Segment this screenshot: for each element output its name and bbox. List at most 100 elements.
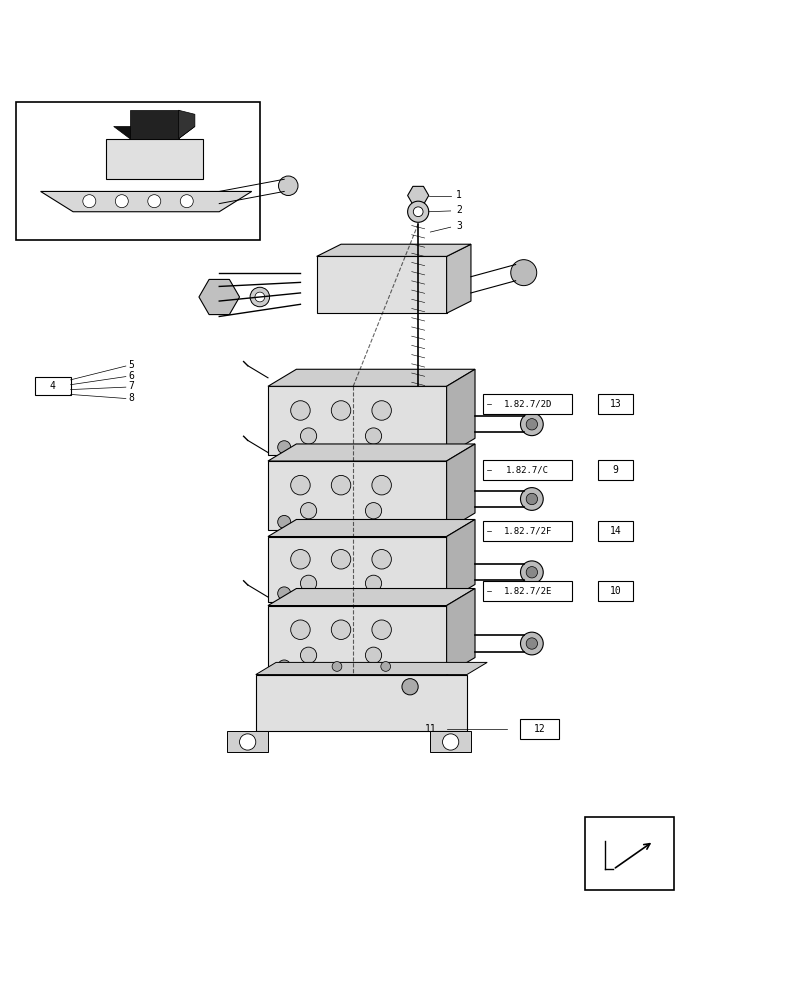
Circle shape [520,488,543,510]
Circle shape [331,475,350,495]
Text: 1.82.7/2D: 1.82.7/2D [503,400,551,409]
Polygon shape [446,369,474,455]
Circle shape [365,503,381,519]
Circle shape [401,679,418,695]
Bar [16,102,260,240]
Polygon shape [407,186,428,205]
Circle shape [442,734,458,750]
Circle shape [277,441,290,454]
Text: 12: 12 [534,724,545,734]
Polygon shape [268,519,474,537]
Circle shape [300,647,316,663]
Circle shape [365,575,381,591]
Circle shape [239,734,255,750]
Polygon shape [41,191,251,212]
Polygon shape [268,537,446,601]
FancyBboxPatch shape [597,521,633,541]
Text: 2: 2 [456,205,461,215]
Polygon shape [316,256,446,313]
Text: 10: 10 [609,586,620,596]
Circle shape [520,632,543,655]
Circle shape [413,207,423,217]
Polygon shape [268,369,474,386]
Text: 9: 9 [611,465,618,475]
Circle shape [180,195,193,208]
Circle shape [520,413,543,436]
Polygon shape [446,589,474,675]
Circle shape [371,475,391,495]
Polygon shape [268,444,474,461]
Text: 7: 7 [128,381,134,391]
Circle shape [290,401,310,420]
Circle shape [332,662,341,671]
Circle shape [371,620,391,639]
Text: 1.82.7/2F: 1.82.7/2F [503,526,551,535]
Circle shape [290,475,310,495]
Text: 3: 3 [456,221,461,231]
Polygon shape [268,589,474,606]
Circle shape [520,561,543,584]
Circle shape [331,620,350,639]
Text: 1: 1 [456,190,461,200]
Polygon shape [446,444,474,530]
Circle shape [277,515,290,528]
Circle shape [380,662,390,671]
Polygon shape [114,126,195,139]
Circle shape [510,260,536,286]
Text: 4: 4 [49,381,56,391]
Circle shape [526,638,537,649]
FancyBboxPatch shape [483,581,572,601]
Polygon shape [255,675,466,731]
Polygon shape [268,386,446,455]
Text: 5: 5 [128,360,134,370]
Polygon shape [446,244,470,313]
Circle shape [526,419,537,430]
Circle shape [290,550,310,569]
Polygon shape [430,731,470,752]
Circle shape [277,660,290,673]
Circle shape [250,287,269,307]
Polygon shape [268,461,446,530]
Circle shape [255,292,264,302]
Text: 14: 14 [609,526,620,536]
FancyBboxPatch shape [483,460,572,480]
Circle shape [371,401,391,420]
Polygon shape [199,279,239,315]
FancyBboxPatch shape [483,521,572,541]
FancyBboxPatch shape [597,460,633,480]
Polygon shape [268,606,446,675]
Text: 6: 6 [128,371,134,381]
Text: 11: 11 [424,724,436,734]
Circle shape [290,620,310,639]
Circle shape [331,550,350,569]
Circle shape [300,575,316,591]
Text: 1.82.7/C: 1.82.7/C [506,465,548,474]
Circle shape [300,428,316,444]
Polygon shape [105,139,203,179]
Polygon shape [130,110,178,139]
Circle shape [83,195,96,208]
FancyBboxPatch shape [597,581,633,601]
Text: 13: 13 [609,399,620,409]
Circle shape [526,493,537,505]
Circle shape [331,401,350,420]
Circle shape [148,195,161,208]
Circle shape [300,503,316,519]
Text: 1.82.7/2E: 1.82.7/2E [503,586,551,595]
Circle shape [277,587,290,600]
Polygon shape [227,731,268,752]
Circle shape [371,550,391,569]
Circle shape [526,567,537,578]
Circle shape [278,176,298,196]
Bar [584,817,673,890]
Polygon shape [255,662,487,675]
Circle shape [115,195,128,208]
FancyBboxPatch shape [483,394,572,414]
Circle shape [407,201,428,222]
Polygon shape [316,244,470,256]
FancyBboxPatch shape [597,394,633,414]
Polygon shape [446,519,474,601]
Polygon shape [178,110,195,139]
Circle shape [365,647,381,663]
FancyBboxPatch shape [520,719,559,739]
